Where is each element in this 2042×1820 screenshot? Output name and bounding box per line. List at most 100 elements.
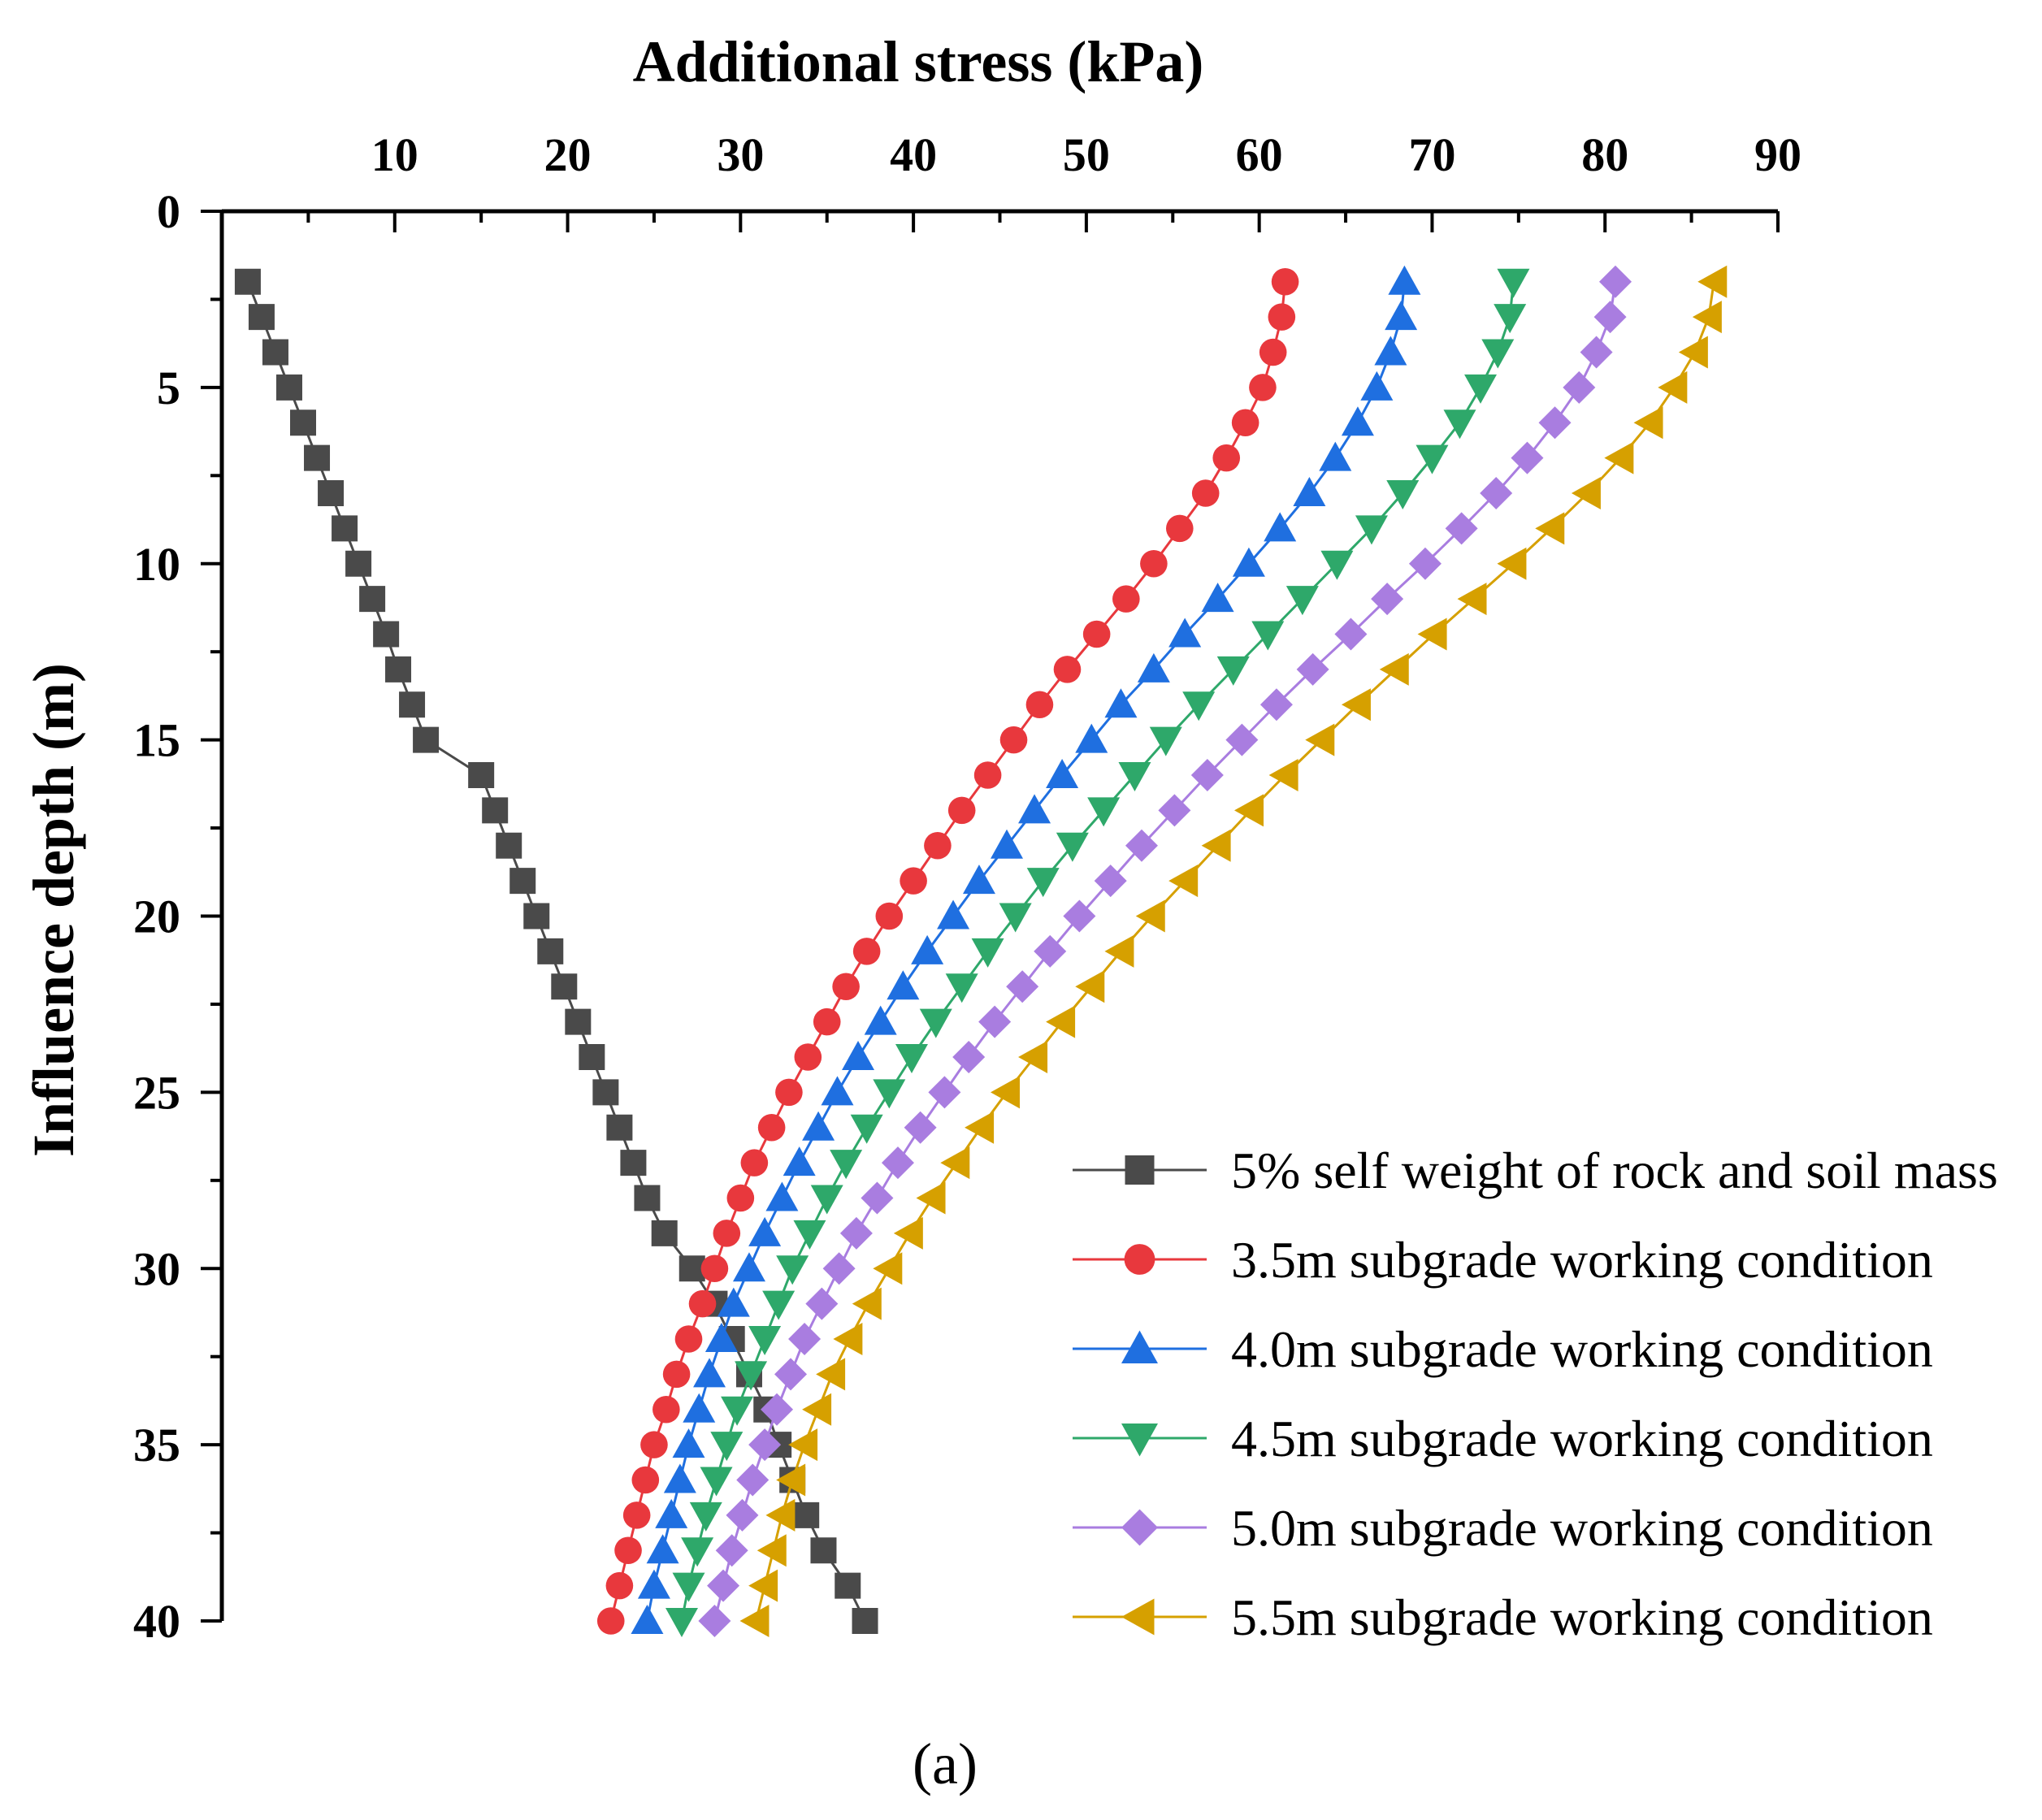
data-point — [735, 1361, 768, 1391]
data-point — [1633, 406, 1663, 440]
data-point — [707, 1569, 740, 1602]
legend-label: 5% self weight of rock and soil mass — [1231, 1142, 1998, 1199]
data-point — [1234, 794, 1264, 827]
data-point — [1697, 265, 1728, 298]
data-point — [1249, 374, 1277, 401]
data-point — [757, 1534, 787, 1567]
data-point — [1285, 586, 1319, 616]
data-point — [1168, 864, 1199, 898]
data-point — [1125, 829, 1158, 862]
data-point — [637, 1569, 670, 1599]
data-point — [332, 515, 358, 542]
data-point — [1388, 265, 1421, 295]
data-point — [290, 410, 317, 436]
legend: 5% self weight of rock and soil mass 3.5m… — [1073, 1142, 1998, 1646]
data-point — [873, 1252, 903, 1285]
data-point — [1018, 794, 1051, 824]
data-point — [640, 1431, 668, 1458]
series-5 — [698, 265, 1632, 1637]
data-point — [911, 934, 944, 964]
data-point — [1580, 336, 1613, 369]
data-point — [937, 899, 970, 930]
data-point — [1137, 652, 1170, 682]
data-point — [700, 1254, 729, 1283]
data-point — [776, 1255, 809, 1285]
data-point — [1094, 864, 1127, 898]
legend-marker — [1121, 1509, 1158, 1546]
data-point — [1355, 515, 1388, 545]
data-point — [662, 1360, 691, 1389]
data-point — [234, 268, 261, 295]
legend-label: 5.0m subgrade working condition — [1231, 1499, 1933, 1557]
data-point — [1075, 970, 1105, 1003]
data-point — [1182, 691, 1216, 722]
data-point — [813, 1008, 841, 1036]
data-point — [509, 868, 536, 895]
legend-item: 5.0m subgrade working condition — [1073, 1499, 1933, 1557]
data-point — [875, 902, 904, 930]
x-tick-label: 20 — [544, 128, 592, 181]
data-point — [793, 1502, 820, 1528]
legend-item: 5% self weight of rock and soil mass — [1073, 1142, 1998, 1199]
data-point — [631, 1466, 660, 1494]
data-point — [1216, 656, 1250, 686]
data-point — [1006, 970, 1039, 1003]
data-point — [952, 1041, 986, 1073]
data-point — [721, 1396, 754, 1426]
data-point — [1046, 759, 1079, 788]
data-point — [1497, 547, 1527, 580]
data-point — [1296, 652, 1329, 686]
data-point — [802, 1111, 835, 1141]
y-tick-label: 20 — [133, 890, 180, 943]
y-axis-title-holder: Influence depth (m) — [21, 663, 86, 1157]
data-point — [1165, 514, 1194, 543]
data-point — [962, 864, 995, 895]
data-point — [833, 1323, 863, 1355]
data-point — [774, 1358, 808, 1391]
data-point — [715, 1534, 748, 1567]
data-point — [748, 1428, 782, 1462]
series-3 — [631, 265, 1421, 1634]
data-point — [345, 550, 372, 577]
data-point — [1082, 620, 1111, 648]
legend-marker — [1125, 1155, 1155, 1185]
data-point — [1225, 723, 1259, 756]
data-point — [1535, 512, 1565, 545]
data-point — [861, 1181, 894, 1215]
data-point — [592, 1079, 619, 1106]
data-point — [904, 1111, 937, 1144]
data-point — [651, 1220, 678, 1246]
data-point — [748, 1216, 782, 1246]
data-point — [1190, 759, 1224, 791]
x-tick-label: 80 — [1581, 128, 1628, 181]
data-point — [413, 726, 440, 753]
data-point — [1464, 374, 1498, 404]
data-point — [973, 761, 1002, 789]
data-point — [551, 973, 578, 1000]
data-point — [1371, 583, 1404, 616]
data-point — [1457, 583, 1487, 616]
data-point — [646, 1534, 679, 1564]
data-point — [1481, 339, 1515, 369]
data-point — [775, 1078, 803, 1107]
data-point — [919, 1008, 952, 1038]
x-tick-label: 10 — [371, 128, 418, 181]
data-point — [1271, 267, 1299, 296]
data-point — [757, 1113, 786, 1142]
data-point — [689, 1502, 722, 1532]
y-tick-label: 25 — [133, 1066, 180, 1119]
data-point — [793, 1220, 826, 1250]
legend-item: 3.5m subgrade working condition — [1073, 1231, 1933, 1289]
data-point — [991, 1076, 1021, 1109]
data-point — [1026, 868, 1060, 898]
legend-label: 4.5m subgrade working condition — [1231, 1410, 1933, 1467]
data-point — [1046, 1005, 1076, 1038]
data-point — [698, 1605, 731, 1637]
data-point — [736, 1463, 770, 1497]
legend-marker — [1121, 1330, 1158, 1363]
data-point — [663, 1463, 696, 1493]
data-point — [881, 1146, 914, 1180]
data-point — [810, 1537, 837, 1564]
x-axis-title: Additional stress (kPa) — [633, 29, 1204, 94]
